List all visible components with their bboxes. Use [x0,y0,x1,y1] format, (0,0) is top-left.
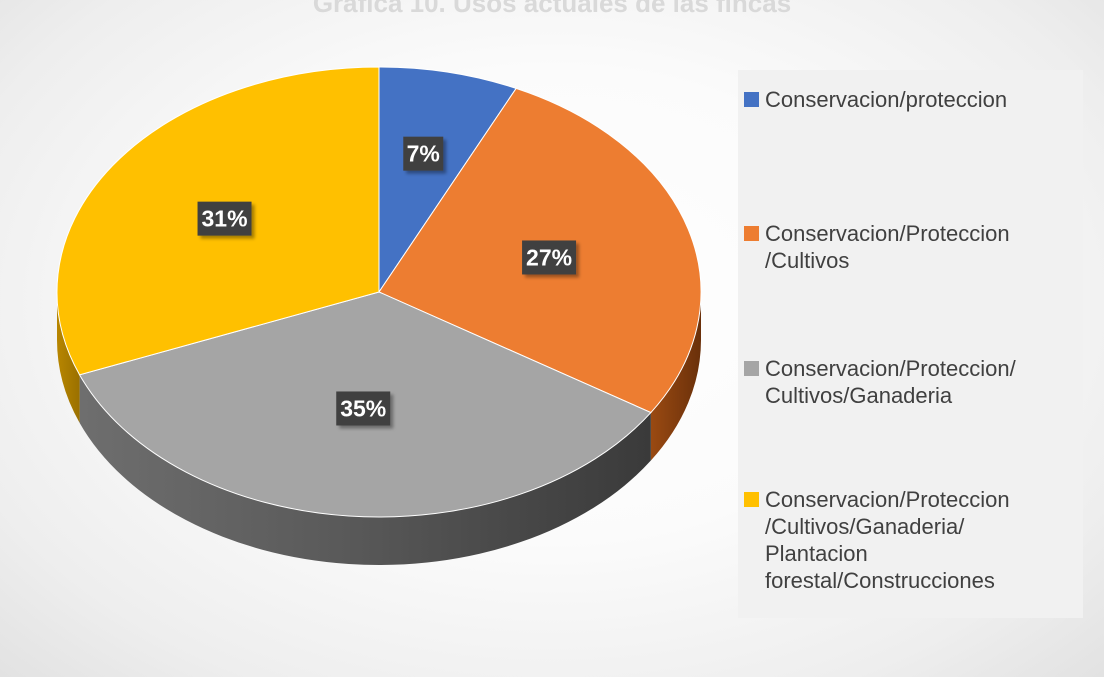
pie-side-1 [650,292,701,461]
pie-slice-0 [378,66,517,294]
data-label-3: 31% [197,201,252,236]
data-label-text-3: 31% [202,206,248,232]
data-label-box-2 [336,391,391,426]
legend-item-1: Conservacion/Proteccion/Cultivos [744,220,1079,274]
legend-item-3: Conservacion/Proteccion/Cultivos/Ganader… [744,486,1079,594]
legend-swatch-0 [744,92,759,107]
legend-swatch-2 [744,361,759,376]
legend-item-2: Conservacion/Proteccion/Cultivos/Ganader… [744,355,1079,409]
pie-side-3 [57,292,80,423]
data-label-text-0: 7% [407,141,440,167]
legend: Conservacion/proteccion Conservacion/Pro… [738,70,1083,618]
data-label-2: 35% [336,391,391,426]
legend-swatch-1 [744,226,759,241]
data-label-text-2: 35% [340,395,386,421]
legend-label-3: Conservacion/Proteccion/Cultivos/Ganader… [765,487,1010,593]
legend-label-2: Conservacion/Proteccion/Cultivos/Ganader… [765,356,1016,408]
legend-label-0: Conservacion/proteccion [765,87,1008,112]
chart-title: Gráfica 10. Usos actuales de las fincas [312,0,792,16]
data-label-box-3 [197,201,252,236]
data-label-0: 7% [403,136,444,171]
data-label-text-1: 27% [526,244,572,270]
pie-side-2 [79,374,651,566]
data-label-1: 27% [522,240,577,275]
data-label-box-0 [403,136,444,171]
legend-item-0: Conservacion/proteccion [744,86,1079,113]
legend-label-1: Conservacion/Proteccion/Cultivos [765,221,1010,273]
legend-swatch-3 [744,492,759,507]
data-label-box-1 [522,240,577,275]
